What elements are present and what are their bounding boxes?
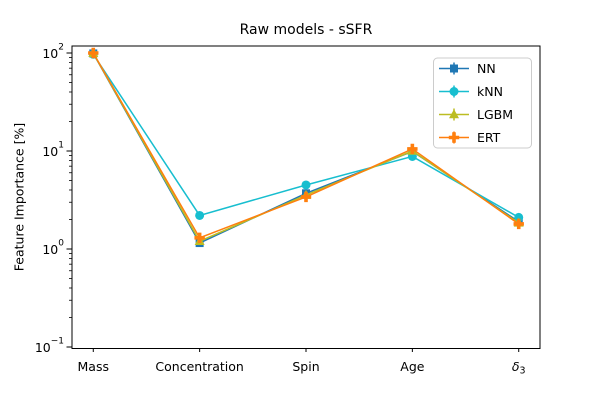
marker-ERT-3 [407,143,418,155]
marker-kNN-1 [195,210,205,220]
marker-ERT-0 [88,47,99,59]
legend-item-NN: NN [439,61,496,76]
y-axis-label: Feature Importance [%] [11,122,27,272]
legend-marker-square [450,64,458,73]
legend-box [433,57,532,149]
legend-item-kNN: kNN [439,84,503,99]
marker-ERT-1 [194,232,205,244]
legend-marker-triangle [449,109,459,119]
marker-kNN-4 [514,212,524,222]
marker-ERT-4 [513,218,524,230]
chart-title: Raw models - sSFR [239,22,373,38]
legend-label-LGBM: LGBM [477,107,513,122]
legend-label-kNN: kNN [477,84,503,99]
legend-label-ERT: ERT [477,130,501,145]
x-tick-label-delta3: δ3 [512,359,526,377]
legend-item-ERT: ERT [439,130,501,145]
x-tick-label-age: Age [400,359,424,374]
legend-item-LGBM: LGBM [439,107,513,122]
y-tick-label: 10−1 [35,337,64,355]
x-tick-label-mass: Mass [78,359,109,374]
marker-ERT-2 [300,191,312,203]
marker-kNN-2 [301,180,311,190]
legend-marker-circle [449,87,459,96]
series-ERT [88,47,524,244]
legend-label-NN: NN [477,61,496,76]
legend: NN kNN LGBM ERT [433,57,532,149]
y-tick-label: 101 [42,141,64,159]
x-tick-label-concentration: Concentration [155,359,243,374]
y-tick-label: 100 [42,239,64,257]
x-tick-label-spin: Spin [292,359,319,374]
y-tick-label: 102 [42,43,64,61]
legend-marker-plus [448,132,460,143]
